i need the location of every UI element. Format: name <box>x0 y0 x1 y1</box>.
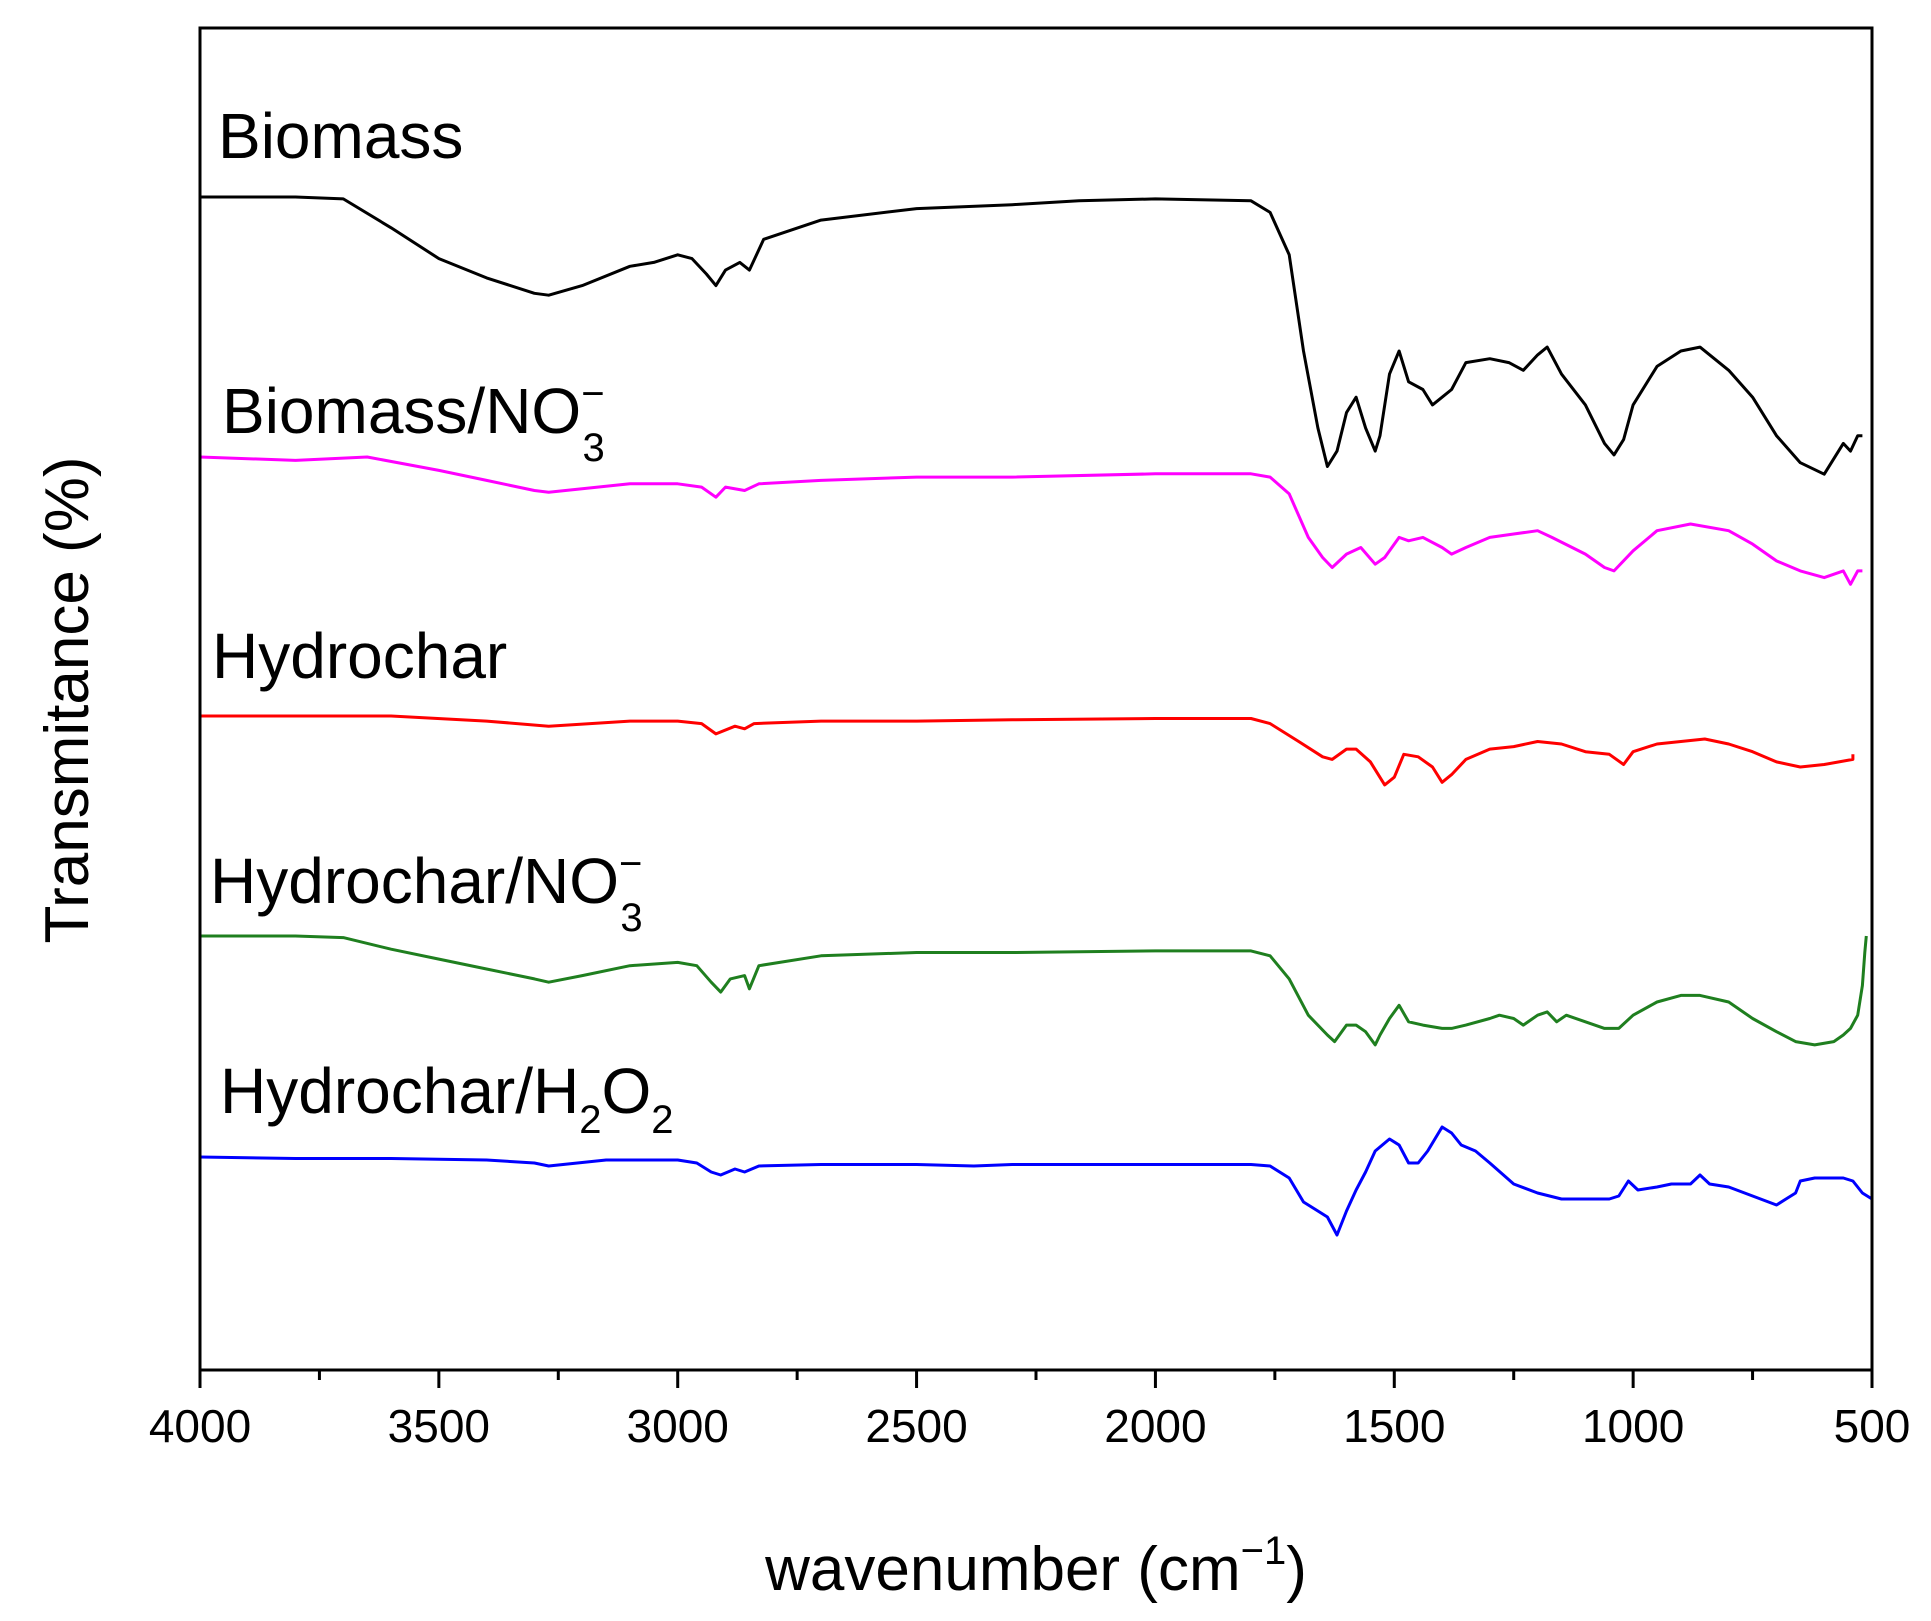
series-line-5 <box>199 1125 1873 1237</box>
x-tick-label-2500: 2500 <box>865 1400 967 1452</box>
series-curves <box>199 195 1873 1237</box>
series-label-5: Hydrochar/H2O2 <box>220 1055 674 1142</box>
series-line-3 <box>200 714 1855 787</box>
x-tick-label-1000: 1000 <box>1582 1400 1684 1452</box>
x-tick-label-500: 500 <box>1834 1400 1911 1452</box>
series-label-4: Hydrochar/NO− 3 <box>210 842 643 940</box>
x-tick-label-3500: 3500 <box>388 1400 490 1452</box>
x-axis-title-sup: −1 <box>1241 1529 1287 1573</box>
series-labels: Biomass Biomass/NO− 3 Hydrochar Hydrochar/NO… <box>210 100 674 1142</box>
series-label-1: Biomass <box>218 100 463 172</box>
x-tick-label-2000: 2000 <box>1104 1400 1206 1452</box>
x-axis-title-close: ) <box>1286 1535 1307 1604</box>
series-line-2 <box>199 455 1863 586</box>
x-tick-label-3000: 3000 <box>627 1400 729 1452</box>
x-axis-title: wavenumber (cm−1) <box>764 1529 1307 1604</box>
x-tick-label-4000: 4000 <box>149 1400 251 1452</box>
series-label-2: Biomass/NO− 3 <box>222 372 605 470</box>
x-axis-title-text: wavenumber (cm <box>764 1535 1240 1604</box>
plot-frame <box>198 26 1874 1372</box>
y-axis-title: Transmitance (%) <box>33 457 102 944</box>
series-label-3: Hydrochar <box>212 620 507 692</box>
x-tick-label-1500: 1500 <box>1343 1400 1445 1452</box>
series-line-4 <box>200 934 1868 1047</box>
x-axis-ticks: 4000 3500 3000 2500 2000 1500 1000 500 <box>149 1370 1911 1452</box>
series-line-1 <box>200 195 1863 476</box>
